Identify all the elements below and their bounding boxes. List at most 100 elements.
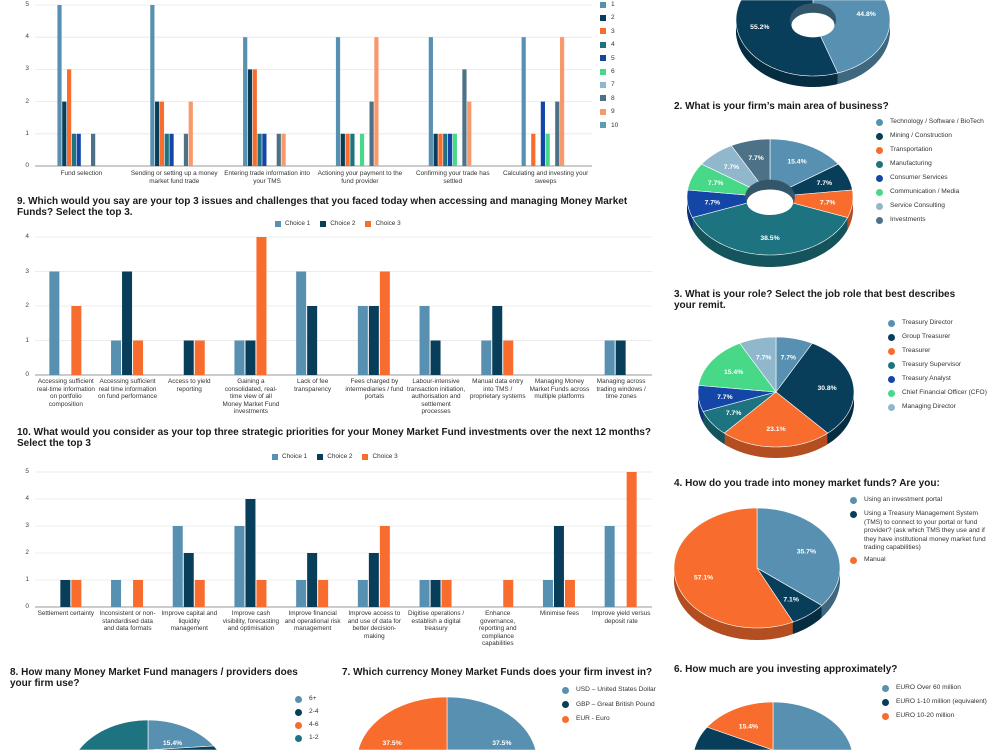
y-tick-label: 0: [25, 162, 29, 169]
legend: Choice 1 Choice 2 Choice 3: [275, 220, 401, 227]
pie-data-label: 7.7%: [817, 180, 833, 187]
bar: [245, 340, 256, 375]
bar: [503, 580, 514, 607]
legend-item: 7: [600, 81, 615, 88]
legend-item: Using an investment portal: [850, 496, 994, 505]
legend-dot: [295, 734, 302, 742]
legend-label: 4: [611, 41, 615, 49]
pie-data-label: 7.7%: [705, 199, 721, 206]
pie-slice: [673, 507, 794, 629]
legend-label: Mining / Construction: [890, 132, 952, 139]
legend-label: Choice 1: [282, 453, 308, 460]
bar: [257, 133, 262, 166]
pie-data-label: 57.1%: [694, 574, 713, 581]
y-tick-label: 4: [25, 33, 29, 41]
legend-label: Treasury Analyst: [902, 375, 951, 382]
bar: [462, 69, 467, 166]
legend-label: 9: [611, 108, 615, 116]
x-tick-label: Minimise fees: [539, 610, 579, 617]
legend-label: Consumer Services: [890, 174, 948, 181]
bar: [71, 580, 82, 607]
bar: [428, 37, 433, 167]
x-tick-label: Accessing sufficient real-time informati…: [36, 378, 95, 408]
legend-label: Manufacturing: [890, 160, 932, 167]
bar: [340, 133, 345, 166]
legend-item: 10: [600, 122, 618, 129]
bar: [281, 133, 286, 166]
legend-label: Group Treasurer: [902, 333, 951, 340]
pie-data-label: 15.4%: [724, 369, 743, 376]
legend-item: Mining / Construction: [876, 132, 994, 141]
bar: [194, 580, 205, 607]
chart-title: 2. What is your firm’s main area of busi…: [674, 101, 889, 112]
bar: [368, 553, 379, 607]
pie-data-label: 7.1%: [783, 596, 799, 603]
pie-data-label: 44.8%: [857, 11, 876, 18]
legend-dot: [882, 698, 889, 706]
bar: [430, 580, 441, 607]
legend-dot: [888, 347, 895, 355]
legend-swatch: [272, 453, 278, 460]
bar: [379, 526, 390, 607]
legend-dot: [876, 146, 883, 154]
bar: [133, 580, 144, 607]
pie-data-label: 7.7%: [724, 164, 740, 171]
x-tick-label: Labour-intensive transaction initiation,…: [406, 378, 466, 416]
legend-dot: [562, 686, 569, 694]
legend-swatch: [365, 220, 372, 227]
legend-label: Technology / Software / BioTech: [890, 118, 984, 125]
y-tick-label: 2: [25, 302, 29, 309]
legend-item: Transportation: [876, 146, 994, 155]
pie-data-label: 15.4%: [163, 740, 182, 747]
legend-item: Communication / Media: [876, 188, 994, 197]
x-tick-label: Enhance governance, reporting and compli…: [478, 610, 517, 648]
legend-label: Choice 3: [375, 220, 401, 227]
x-tick-label: Fund selection: [60, 170, 103, 177]
legend-item: EUR - Euro: [562, 715, 994, 724]
bar: [626, 472, 637, 607]
y-tick-label: 3: [25, 522, 29, 529]
y-tick-label: 2: [25, 97, 29, 105]
legend-dot: [876, 216, 883, 224]
legend-dot: [888, 375, 895, 383]
legend-item: Group Treasurer: [888, 333, 994, 342]
legend-item: Technology / Software / BioTech: [876, 118, 994, 127]
legend: Choice 1 Choice 2 Choice 3: [272, 453, 398, 460]
legend-label: Treasurer: [902, 347, 931, 354]
legend-swatch: [600, 68, 606, 75]
x-tick-label: Fees charged by intermediaries / fund po…: [345, 378, 404, 401]
x-tick-label: Gaining a consolidated, real-time view o…: [222, 378, 280, 416]
legend-label: 1-2: [309, 734, 319, 741]
legend-swatch: [600, 55, 606, 62]
legend-item: Choice 1: [275, 220, 310, 227]
pie-slice: [147, 719, 215, 750]
x-tick-label: Manual data entry into TMS / proprietary…: [469, 378, 526, 401]
bar: [164, 133, 169, 166]
legend-item: 9: [600, 108, 615, 115]
legend-swatch: [600, 122, 606, 129]
chart-title: 8. How many Money Market Fund managers /…: [10, 667, 298, 689]
legend-label: Treasury Director: [902, 319, 953, 326]
legend-label: Choice 3: [372, 453, 398, 460]
bar: [359, 133, 365, 166]
bar: [256, 580, 267, 607]
legend-item: Choice 3: [362, 453, 398, 460]
legend-item: 8: [600, 95, 615, 102]
bar: [49, 271, 60, 375]
bar: [503, 340, 514, 375]
legend-dot: [876, 160, 883, 168]
x-tick-label: Improve capital and liquidity management: [161, 610, 218, 633]
legend-dot: [295, 695, 302, 703]
legend-item: Chief Financial Officer (CFO): [888, 389, 994, 398]
legend-item: EURO 10-20 million: [882, 712, 994, 721]
bar: [172, 526, 183, 607]
legend-item: 4-6: [295, 721, 994, 730]
x-tick-label: Accessing sufficient real time informati…: [98, 378, 158, 401]
x-tick-label: Improve access to and use of data for be…: [347, 610, 401, 640]
bar: [307, 306, 318, 375]
bar: [467, 101, 472, 166]
pie-slice: [739, 336, 777, 393]
legend-dot: [295, 708, 302, 716]
bar: [169, 133, 174, 166]
legend-label: Managing Director: [902, 403, 956, 410]
